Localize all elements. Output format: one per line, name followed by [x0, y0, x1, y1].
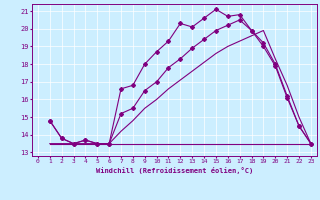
X-axis label: Windchill (Refroidissement éolien,°C): Windchill (Refroidissement éolien,°C) — [96, 167, 253, 174]
